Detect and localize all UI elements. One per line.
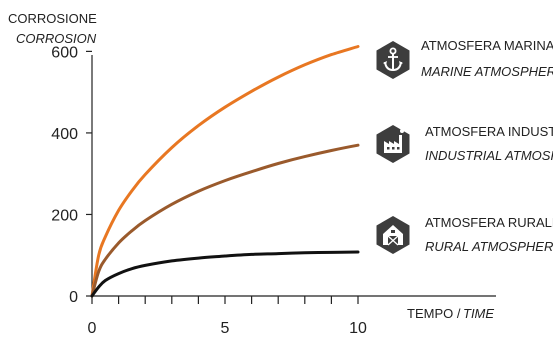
series-line-industrial — [90, 143, 360, 298]
legend-item-rural: ATMOSFERA RURALE RURAL ATMOSPHERE — [376, 215, 553, 254]
y-axis-title-en: CORROSION — [16, 31, 97, 46]
y-axis-title: CORROSIONE — [8, 11, 97, 26]
series-line-marine — [90, 45, 360, 298]
x-axis-title-it: TEMPO / — [407, 306, 461, 321]
series-line-rural — [90, 250, 360, 298]
y-tick-label: 600 — [51, 44, 78, 61]
anchor-icon — [376, 41, 410, 79]
barn-icon — [376, 216, 410, 254]
legend-label-marine-en: MARINE ATMOSPHERE — [421, 64, 553, 79]
x-axis-title: TEMPO / TIME — [407, 306, 494, 321]
legend-item-industrial: ATMOSFERA INDUSTRIALE INDUSTRIAL ATMOSPH… — [376, 124, 553, 163]
legend-label-industrial-en: INDUSTRIAL ATMOSPHERE — [425, 148, 553, 163]
legend-label-rural: ATMOSFERA RURALE — [425, 215, 553, 230]
y-tick-label: 400 — [51, 126, 78, 143]
legend-item-marine: ATMOSFERA MARINA MARINE ATMOSPHERE — [376, 38, 553, 79]
legend-label-marine: ATMOSFERA MARINA — [421, 38, 553, 53]
legend-label-rural-en: RURAL ATMOSPHERE — [425, 239, 553, 254]
x-tick-label: 0 — [88, 320, 97, 337]
legend-label-industrial: ATMOSFERA INDUSTRIALE — [425, 124, 553, 139]
y-tick-label: 0 — [69, 289, 78, 306]
y-tick-label: 200 — [51, 207, 78, 224]
x-axis-title-en: TIME — [463, 306, 494, 321]
x-tick-label: 10 — [349, 320, 367, 337]
x-tick-label: 5 — [221, 320, 230, 337]
factory-icon — [376, 125, 410, 163]
